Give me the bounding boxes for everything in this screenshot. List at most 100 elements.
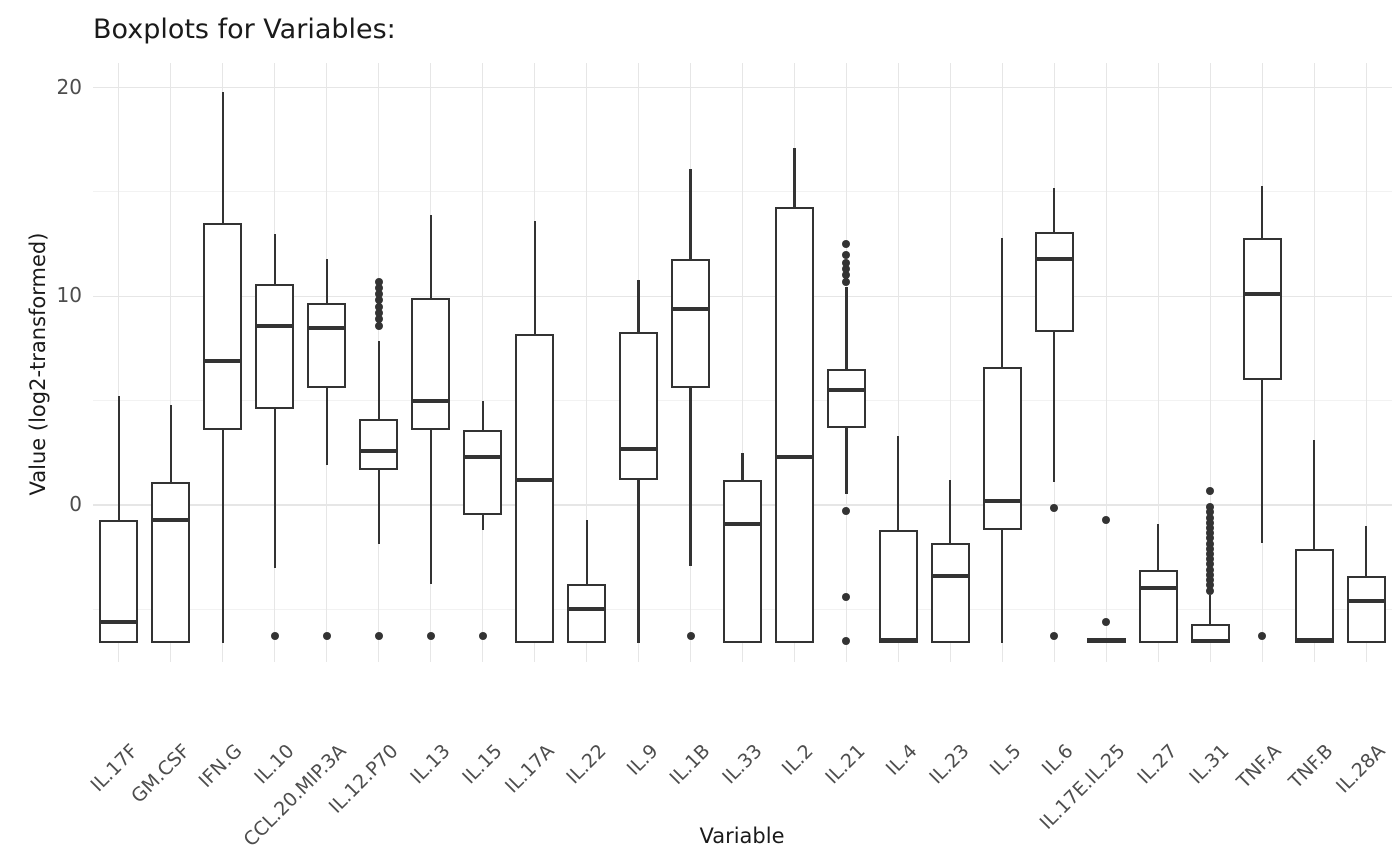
boxplot-upper-whisker — [793, 148, 796, 207]
gridline-vertical — [1157, 63, 1159, 662]
boxplot-lower-whisker — [273, 408, 276, 568]
boxplot-box-IL.2 — [774, 206, 814, 643]
boxplot-median — [619, 446, 659, 451]
outlier-dot — [1206, 534, 1215, 543]
boxplot-lower-whisker — [221, 429, 224, 643]
outlier-dot — [842, 271, 851, 280]
boxplot-upper-whisker — [1053, 187, 1056, 232]
outlier-dot — [374, 315, 383, 324]
boxplot-box-IL.17F — [99, 519, 139, 643]
boxplot-box-IL.28A — [1346, 575, 1386, 643]
boxplot-box-CCL.20.MIP.3A — [307, 302, 347, 389]
boxplot-median — [826, 388, 866, 393]
boxplot-box-IL.9 — [619, 331, 659, 480]
boxplot-median — [463, 454, 503, 459]
boxplot-box-IL.12.P70 — [359, 419, 399, 470]
outlier-dot — [1050, 632, 1059, 641]
outlier-dot — [1206, 544, 1215, 553]
boxplot-upper-whisker — [1261, 185, 1264, 238]
boxplot-lower-whisker — [325, 388, 328, 466]
boxplot-box-IL.27 — [1138, 569, 1178, 643]
outlier-dot — [478, 632, 487, 641]
outlier-dot — [842, 277, 851, 286]
outlier-dot — [842, 592, 851, 601]
outlier-dot — [1206, 513, 1215, 522]
gridline-vertical — [742, 63, 743, 662]
outlier-dot — [1206, 565, 1215, 574]
boxplot-median — [1242, 292, 1282, 297]
boxplot-median — [99, 619, 139, 624]
boxplot-lower-whisker — [845, 427, 848, 494]
boxplot-median — [1190, 638, 1230, 643]
boxplot-upper-whisker — [845, 286, 848, 370]
outlier-dot — [1102, 617, 1111, 626]
outlier-dot — [270, 632, 279, 641]
boxplot-box-IL.22 — [567, 584, 607, 643]
boxplot-lower-whisker — [1001, 530, 1004, 643]
boxplot-upper-whisker — [1001, 237, 1004, 368]
gridline-vertical — [1365, 63, 1367, 662]
boxplot-upper-whisker — [533, 221, 536, 334]
gridline-vertical — [482, 63, 484, 662]
boxplot-median — [878, 637, 918, 642]
y-axis-title: Value (log2-transformed) — [26, 232, 50, 496]
boxplot-lower-whisker — [1261, 379, 1264, 543]
outlier-dot — [322, 632, 331, 641]
boxplot-median — [774, 454, 814, 459]
boxplot-upper-whisker — [949, 479, 952, 543]
boxplot-median — [1346, 599, 1386, 603]
outlier-dot — [1206, 518, 1215, 527]
gridline-vertical — [1313, 63, 1315, 662]
boxplot-median — [515, 477, 555, 482]
boxplot-box-IL.15 — [463, 429, 503, 516]
boxplot-median — [1294, 637, 1334, 642]
y-tick-label: 10 — [56, 283, 82, 308]
boxplot-median — [411, 398, 451, 403]
boxplot-median — [151, 517, 191, 522]
outlier-dot — [686, 632, 695, 641]
y-tick-label: 0 — [69, 492, 82, 516]
gridline-vertical — [1105, 63, 1107, 662]
outlier-dot — [842, 507, 851, 516]
outlier-dot — [374, 290, 383, 299]
boxplot-lower-whisker — [689, 388, 692, 566]
outlier-dot — [1050, 504, 1059, 513]
boxplot-median — [255, 323, 295, 328]
x-axis-title: Variable — [699, 824, 785, 848]
outlier-dot — [1206, 487, 1215, 496]
outlier-dot — [374, 283, 383, 292]
boxplot-median — [930, 573, 970, 578]
outlier-dot — [842, 250, 851, 259]
boxplot-upper-whisker — [585, 519, 588, 585]
boxplot-upper-whisker — [377, 341, 380, 420]
gridline-vertical — [1209, 63, 1211, 662]
boxplot-median — [203, 358, 243, 363]
outlier-dot — [1206, 529, 1215, 538]
boxplot-upper-whisker — [481, 400, 484, 430]
boxplot-median — [1138, 586, 1178, 591]
boxplot-upper-whisker — [637, 279, 640, 332]
outlier-dot — [1206, 508, 1215, 517]
boxplot-median — [359, 448, 399, 453]
boxplot-median — [982, 498, 1022, 503]
boxplot-upper-whisker — [1209, 594, 1212, 624]
boxplot-lower-whisker — [429, 429, 432, 585]
boxplot-upper-whisker — [1157, 523, 1160, 570]
boxplot-upper-whisker — [117, 396, 121, 520]
boxplot-box-TNF.A — [1242, 237, 1282, 380]
outlier-dot — [1206, 550, 1215, 559]
outlier-dot — [1206, 576, 1215, 585]
outlier-dot — [1206, 523, 1215, 532]
gridline-vertical — [949, 63, 951, 662]
boxplot-median — [671, 306, 711, 311]
outlier-dot — [1206, 539, 1215, 548]
outlier-dot — [374, 296, 383, 305]
boxplot-median — [723, 521, 762, 526]
outlier-dot — [842, 258, 851, 267]
outlier-dot — [374, 277, 383, 286]
gridline-vertical — [118, 63, 120, 662]
boxplot-box-IFN.G — [203, 223, 243, 430]
boxplot-box-GM.CSF — [151, 482, 191, 643]
outlier-dot — [1258, 632, 1267, 641]
outlier-dot — [842, 240, 851, 249]
